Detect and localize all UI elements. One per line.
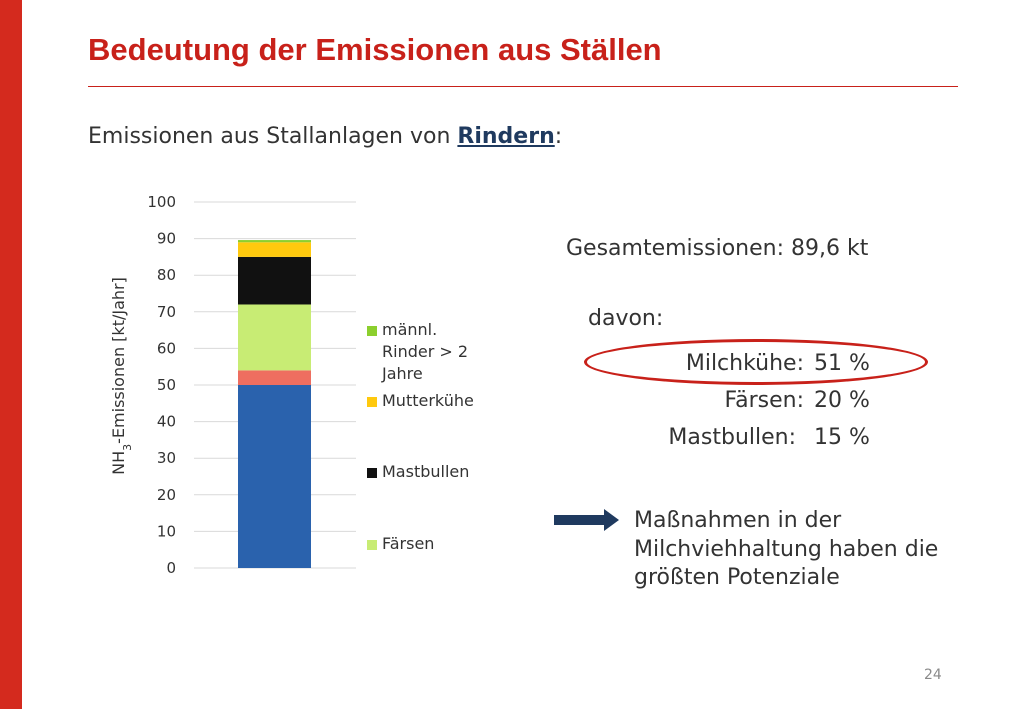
bar-segment bbox=[238, 240, 311, 243]
y-tick-label: 80 bbox=[157, 266, 176, 284]
legend-label: Jahre bbox=[381, 364, 423, 383]
subtitle-prefix: Emissionen aus Stallanlagen von bbox=[88, 124, 458, 149]
conclusion-text: Maßnahmen in der Milchviehhaltung haben … bbox=[634, 507, 938, 593]
conclusion-line: Maßnahmen in der bbox=[634, 508, 842, 533]
y-tick-label: 70 bbox=[157, 303, 176, 321]
y-tick-label: 20 bbox=[157, 486, 176, 504]
legend-label: Rinder > 2 bbox=[382, 342, 468, 361]
right-arrow-icon bbox=[554, 509, 619, 531]
y-axis-label: NH3-Emissionen [kt/Jahr] bbox=[109, 277, 134, 475]
legend-swatch bbox=[367, 468, 377, 478]
subtitle-highlight: Rindern bbox=[457, 124, 555, 149]
davon-label: davon: bbox=[588, 306, 664, 331]
legend-swatch bbox=[367, 397, 377, 407]
legend-swatch bbox=[367, 540, 377, 550]
page-number: 24 bbox=[924, 667, 942, 683]
bar-segment bbox=[238, 385, 311, 568]
y-tick-label: 0 bbox=[166, 559, 176, 577]
y-tick-label: 30 bbox=[157, 449, 176, 467]
legend-label: männl. bbox=[382, 320, 437, 339]
share-value: 15 % bbox=[814, 425, 870, 450]
bar-segment bbox=[238, 256, 311, 305]
highlight-ellipse bbox=[584, 339, 928, 385]
total-emissions-label: Gesamtemissionen: 89,6 kt bbox=[566, 236, 869, 261]
side-accent-bar bbox=[0, 0, 22, 709]
y-tick-label: 10 bbox=[157, 522, 176, 540]
slide-title: Bedeutung der Emissionen aus Ställen bbox=[88, 32, 662, 67]
legend-label: Mutterkühe bbox=[382, 391, 474, 410]
title-divider bbox=[88, 86, 958, 87]
share-value: 20 % bbox=[814, 388, 870, 413]
legend-swatch bbox=[367, 326, 377, 336]
bar-segment bbox=[238, 370, 311, 385]
bar-segment bbox=[238, 304, 311, 371]
y-tick-label: 60 bbox=[157, 339, 176, 357]
share-label: Mastbullen: bbox=[668, 425, 796, 450]
conclusion-line: Milchviehhaltung haben die bbox=[634, 536, 939, 562]
share-row: Mastbullen: 15 % bbox=[0, 425, 1024, 455]
conclusion-line: größten Potenziale bbox=[634, 565, 840, 590]
y-tick-label: 90 bbox=[157, 230, 176, 248]
bar-segment bbox=[238, 242, 311, 257]
y-tick-label: 40 bbox=[157, 413, 176, 431]
slide-subtitle: Emissionen aus Stallanlagen von Rindern: bbox=[88, 124, 562, 149]
share-label: Färsen: bbox=[724, 388, 804, 413]
legend-label: Mastbullen bbox=[382, 462, 469, 481]
y-tick-label: 50 bbox=[157, 376, 176, 394]
y-tick-label: 100 bbox=[147, 193, 176, 211]
share-row: Färsen: 20 % bbox=[0, 388, 1024, 418]
legend-label: Färsen bbox=[382, 534, 434, 553]
subtitle-suffix: : bbox=[554, 124, 563, 149]
